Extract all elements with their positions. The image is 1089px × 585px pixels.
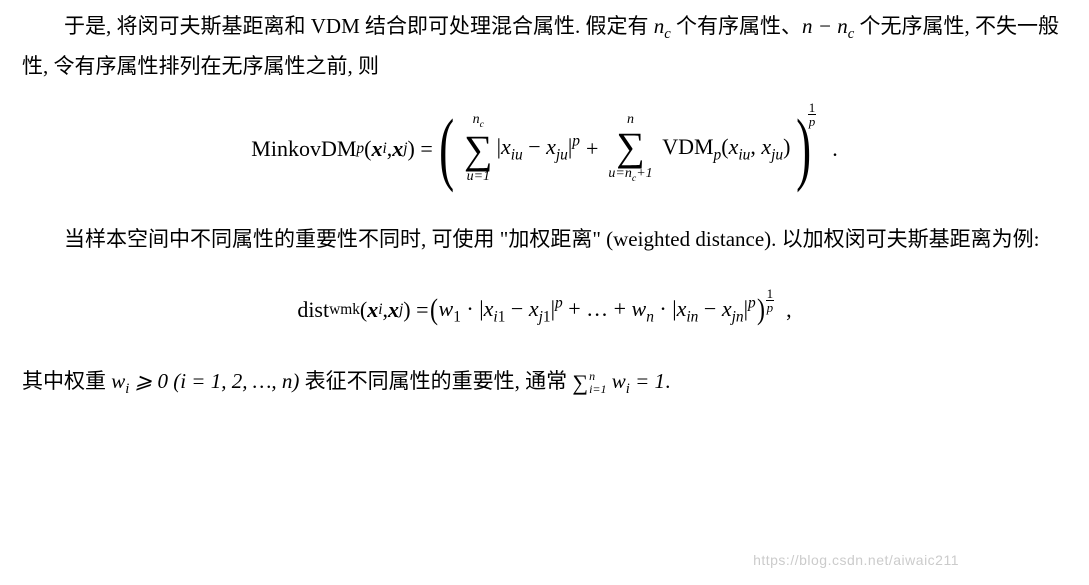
sum-wi: ∑ni=1 wi = 1 xyxy=(572,369,665,393)
paragraph-1: 于是, 将闵可夫斯基距离和 VDM 结合即可处理混合属性. 假定有 nc 个有序… xyxy=(22,8,1067,85)
equation-distwmk: distwmk(xi, xj) = ( w1 · |xi1 − xj1|p + … xyxy=(22,283,1067,337)
p1-text-b: 个有序属性、 xyxy=(671,14,802,38)
eq2-lhs-sub: wmk xyxy=(329,296,360,324)
watermark: https://blog.csdn.net/aiwaic211 xyxy=(753,548,959,573)
sym-n-minus-nc: n − nc xyxy=(802,14,854,38)
eq2-lhs-name: dist xyxy=(297,290,329,330)
weight-cond: wi ⩾ 0 (i = 1, 2, …, n) xyxy=(111,369,299,393)
eq1-lhs-name: MinkovDM xyxy=(251,129,356,169)
paragraph-2: 当样本空间中不同属性的重要性不同时, 可使用 "加权距离" (weighted … xyxy=(22,221,1067,259)
eq1-outer-exp: 1p xyxy=(808,101,817,128)
p1-text-a: 于是, 将闵可夫斯基距离和 VDM 结合即可处理混合属性. 假定有 xyxy=(64,14,654,38)
p3-text-b: 表征不同属性的重要性, 通常 xyxy=(299,369,572,393)
paragraph-3: 其中权重 wi ⩾ 0 (i = 1, 2, …, n) 表征不同属性的重要性,… xyxy=(22,363,1067,403)
p3-text-a: 其中权重 xyxy=(22,369,111,393)
equation-minkovdm: MinkovDMp(xi, xj) = ( nc ∑ u=1 |xiu − xj… xyxy=(22,107,1067,189)
eq1-lhs-sub: p xyxy=(356,135,364,163)
eq2-outer-exp: 1p xyxy=(766,287,775,314)
sym-nc: nc xyxy=(654,14,671,38)
eq1-sum2: n ∑ u=nc+1 xyxy=(608,113,652,184)
eq1-sum1: nc ∑ u=1 xyxy=(464,113,493,184)
